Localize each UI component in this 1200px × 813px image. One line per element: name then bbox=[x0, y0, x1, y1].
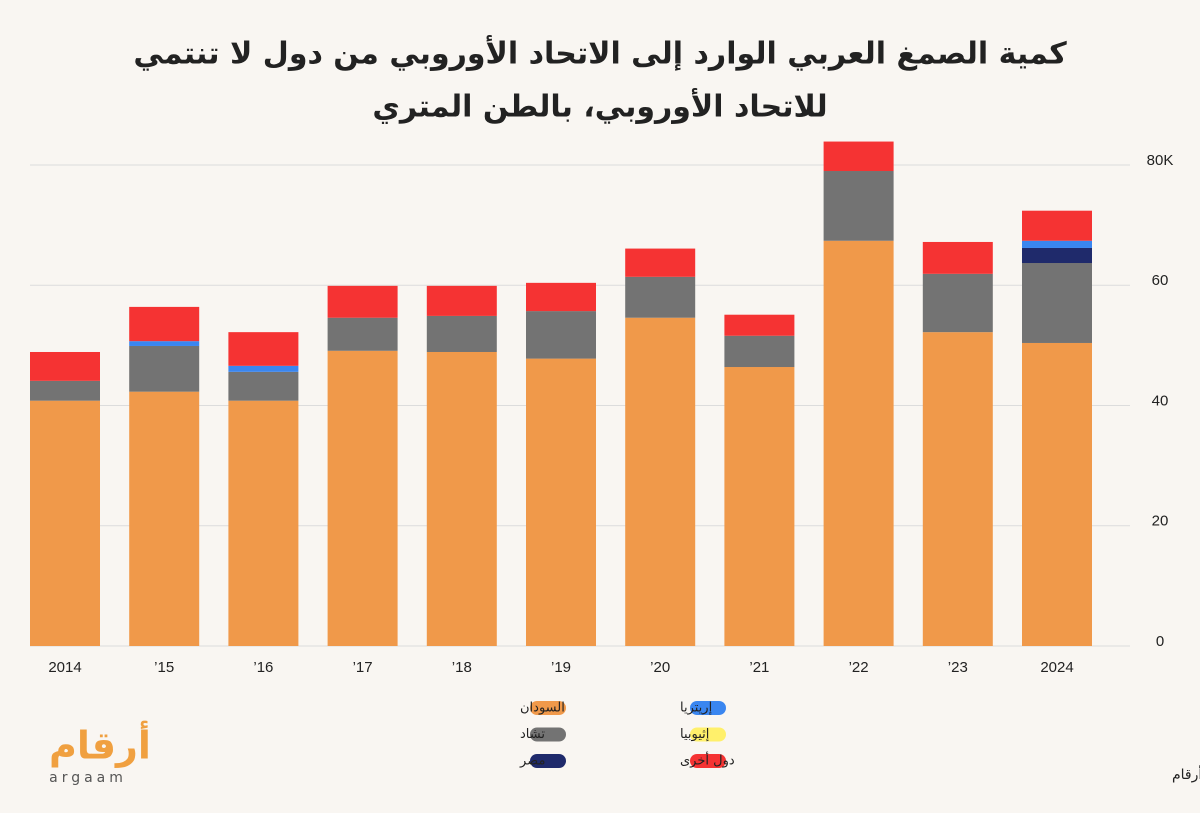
bar-segment bbox=[625, 317, 696, 646]
x-tick-label: ’18 bbox=[452, 659, 472, 676]
x-tick-label: ’17 bbox=[353, 659, 373, 676]
x-tick-label: ’20 bbox=[650, 659, 670, 676]
chart-title: للاتحاد الأوروبي، بالطن المتري bbox=[372, 88, 827, 125]
bar-segment bbox=[526, 282, 596, 312]
bar-segment bbox=[426, 315, 497, 352]
legend-label: إثيوبيا bbox=[680, 727, 709, 742]
bar-segment bbox=[129, 341, 200, 346]
bar-segment bbox=[228, 371, 299, 401]
bar-segment bbox=[526, 358, 596, 646]
bar-segment bbox=[625, 248, 696, 277]
bar-segment bbox=[30, 380, 100, 401]
legend-swatch bbox=[690, 754, 726, 768]
x-tick-label: ’15 bbox=[154, 659, 174, 676]
bar-segment bbox=[228, 332, 299, 366]
bar-segment bbox=[228, 400, 299, 646]
bar-segment bbox=[129, 306, 200, 342]
x-tick-label: ’22 bbox=[849, 659, 869, 676]
bar-segment bbox=[30, 400, 100, 646]
legend-label: مصر bbox=[519, 754, 545, 769]
y-tick-label: 80K bbox=[1147, 152, 1174, 169]
legend-swatch bbox=[530, 701, 566, 715]
y-tick-label: 0 bbox=[1156, 633, 1164, 650]
bar-segment bbox=[724, 314, 795, 336]
bar-segment bbox=[625, 276, 696, 318]
bar-segment bbox=[228, 365, 299, 372]
bar-segment bbox=[823, 141, 894, 172]
bar-segment bbox=[1022, 210, 1092, 241]
bar-segment bbox=[1022, 342, 1092, 646]
logo-latin: argaam bbox=[49, 770, 127, 786]
source: المصدر : مؤسسة S&P Global / أرقام bbox=[1172, 765, 1200, 783]
legend-swatch bbox=[530, 754, 566, 768]
legend-label: إريتريا bbox=[680, 701, 712, 716]
bar-segment bbox=[1022, 240, 1092, 248]
bar-segment bbox=[129, 345, 200, 392]
y-tick-label: 20 bbox=[1152, 513, 1169, 530]
chart-title: كمية الصمغ العربي الوارد إلى الاتحاد الأ… bbox=[133, 35, 1067, 72]
bar-segment bbox=[30, 351, 100, 381]
legend-swatch bbox=[690, 727, 726, 742]
bar-segment bbox=[724, 335, 795, 368]
bar-segment bbox=[922, 332, 993, 646]
legend-label: دول أخرى bbox=[680, 752, 735, 769]
bar-segment bbox=[129, 391, 200, 646]
y-tick-label: 40 bbox=[1152, 392, 1169, 409]
x-tick-label: 2014 bbox=[48, 659, 81, 676]
bar-segment bbox=[1022, 263, 1092, 343]
bar-segment bbox=[426, 285, 497, 316]
bar-segment bbox=[823, 240, 894, 646]
logo: أرقام bbox=[49, 721, 151, 769]
x-tick-label: ’23 bbox=[948, 659, 968, 676]
x-tick-label: ’16 bbox=[253, 659, 273, 676]
bar-segment bbox=[526, 311, 596, 359]
bar-segment bbox=[1022, 247, 1092, 264]
bar-segment bbox=[724, 367, 795, 646]
legend-label: تشاد bbox=[520, 727, 545, 742]
legend-label: السودان bbox=[520, 701, 565, 716]
bar-segment bbox=[922, 273, 993, 333]
legend-swatch bbox=[690, 701, 726, 715]
legend-swatch bbox=[530, 727, 566, 742]
bar-segment bbox=[327, 350, 398, 646]
bar-segment bbox=[426, 351, 497, 646]
bar-segment bbox=[327, 317, 398, 351]
bar-segment bbox=[327, 285, 398, 318]
x-tick-label: ’21 bbox=[749, 659, 769, 676]
y-tick-label: 60 bbox=[1152, 272, 1169, 289]
bar-segment bbox=[922, 241, 993, 274]
x-tick-label: 2024 bbox=[1040, 659, 1073, 676]
x-tick-label: ’19 bbox=[551, 659, 571, 676]
bar-segment bbox=[823, 171, 894, 241]
